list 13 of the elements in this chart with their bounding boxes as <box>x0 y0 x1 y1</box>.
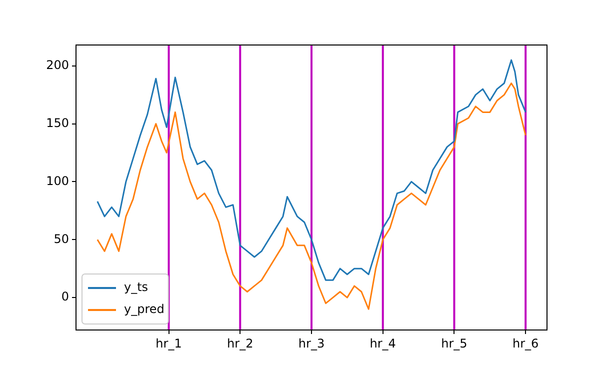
y-tick-label: 100 <box>46 174 69 188</box>
legend-label: y_ts <box>124 280 148 294</box>
y-tick-label: 0 <box>61 290 69 304</box>
x-tick-label: hr_4 <box>370 336 396 350</box>
y-tick-label: 150 <box>46 116 69 130</box>
y-tick-label: 50 <box>54 232 69 246</box>
x-tick-label: hr_5 <box>441 336 468 350</box>
x-tick-label: hr_3 <box>298 336 325 350</box>
x-tick-label: hr_1 <box>156 336 182 350</box>
x-tick-label: hr_2 <box>227 336 254 350</box>
x-tick-label: hr_6 <box>512 336 539 350</box>
legend-label: y_pred <box>124 302 164 316</box>
y-tick-label: 200 <box>46 58 69 72</box>
